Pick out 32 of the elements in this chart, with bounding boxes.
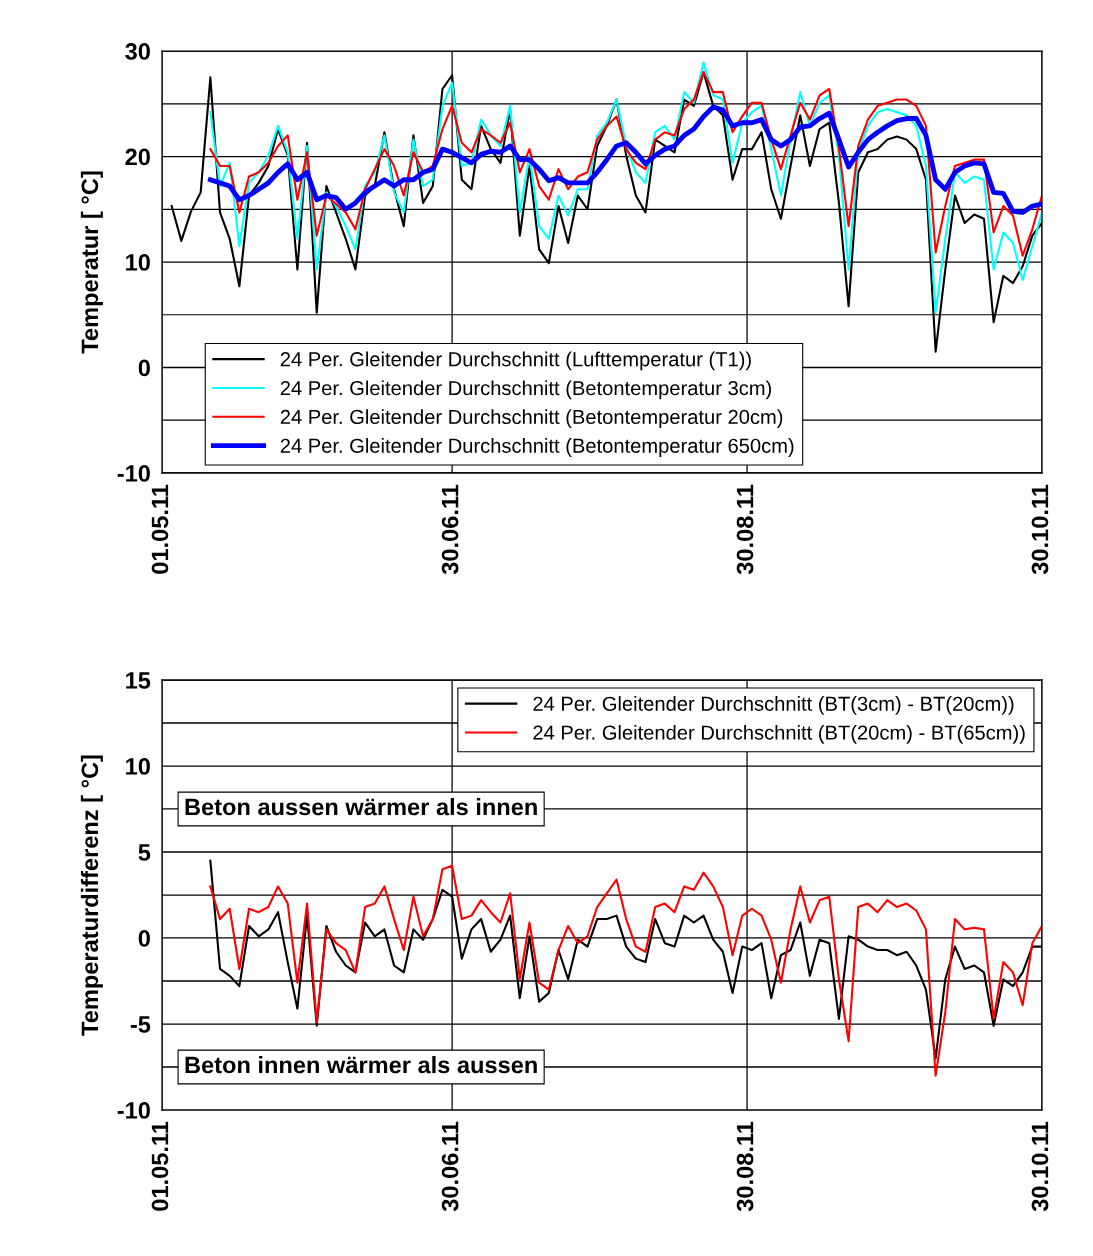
x-tick-label: 30.06.11 — [441, 484, 459, 575]
line-series — [207, 104, 1042, 215]
x-tick-label: 30.08.11 — [736, 484, 754, 575]
y-tick-label: 15 — [126, 672, 151, 689]
y-tick-label: -5 — [130, 1016, 151, 1033]
y-tick-label: 0 — [138, 359, 150, 377]
legend-label: 24 Per. Gleitender Durchschnitt (Betontemperatur 650cm) — [280, 438, 794, 457]
y-axis-title: Temperatur [ °C] — [80, 171, 103, 354]
y-tick-label: 30 — [125, 43, 150, 60]
y-axis-title: Temperaturdifferenz [ °C] — [80, 755, 103, 1036]
legend-label: 24 Per. Gleitender Durchschnitt (Betontemperatur 3cm) — [280, 380, 772, 400]
y-tick-label: -10 — [117, 1102, 150, 1119]
x-tick-label: 01.05.11 — [151, 1121, 169, 1211]
legend-label: 24 Per. Gleitender Durchschnitt (BT(3cm) - BT(20cm)) — [533, 696, 1014, 715]
y-tick-label: 10 — [126, 254, 150, 271]
annotation: Beton aussen wärmer als innen — [185, 797, 537, 816]
y-tick-label: 5 — [138, 844, 151, 861]
legend-label: 24 Per. Gleitender Durchschnitt (BT(20cm) - BT(65cm)) — [533, 724, 1025, 744]
line-series — [209, 71, 1042, 257]
annotation: Beton innen wärmer als aussen — [185, 1055, 537, 1074]
legend-label: 24 Per. Gleitender Durchschnitt (Lufttemperatur (T1)) — [280, 351, 751, 371]
y-tick-label: 20 — [125, 148, 150, 166]
line-series — [209, 61, 1042, 314]
legend-label: 24 Per. Gleitender Durchschnitt (Betontemperatur 20cm) — [280, 409, 783, 429]
x-tick-label: 30.06.11 — [441, 1121, 459, 1212]
x-tick-label: 30.10.11 — [1031, 1121, 1049, 1212]
y-tick-label: 0 — [138, 930, 150, 947]
y-tick-label: -10 — [117, 465, 150, 482]
x-tick-label: 01.05.11 — [151, 484, 169, 574]
x-tick-label: 30.10.11 — [1031, 484, 1049, 575]
y-tick-label: 10 — [126, 758, 150, 775]
x-tick-label: 30.08.11 — [736, 1121, 754, 1212]
